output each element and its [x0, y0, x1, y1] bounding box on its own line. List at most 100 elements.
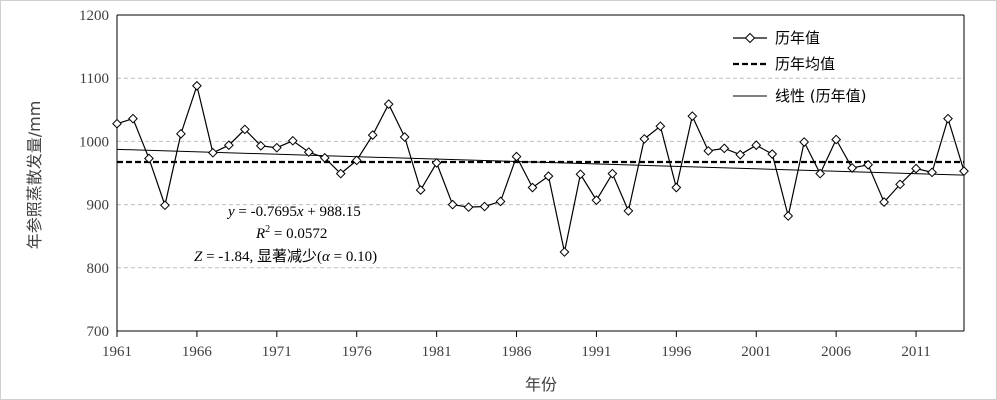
- trend-line: [116, 148, 965, 176]
- data-point-1968: [223, 140, 234, 151]
- data-point-2004: [799, 137, 810, 147]
- data-point-1984: [479, 201, 490, 212]
- x-tick-label-2006: 2006: [821, 344, 852, 360]
- x-tick-label-2011: 2011: [901, 344, 930, 360]
- x-tick-label-1996: 1996: [661, 344, 692, 360]
- x-tick-label-1971: 1971: [262, 344, 292, 360]
- data-point-1979: [399, 132, 410, 142]
- data-point-1976: [351, 155, 362, 166]
- data-point-1987: [527, 182, 538, 193]
- data-point-2013: [943, 113, 953, 124]
- data-point-2005: [815, 168, 826, 179]
- y-axis-title: 年参照蒸散发量/mm: [25, 101, 44, 250]
- z-statistic: Z = -1.84, 显著减少(α = 0.10): [194, 248, 377, 265]
- alpha-symbol: α: [322, 249, 331, 265]
- data-point-1995: [655, 121, 666, 132]
- equation-slope: = -0.7695: [235, 204, 297, 220]
- data-point-2014: [959, 166, 969, 177]
- data-point-1996: [671, 182, 682, 193]
- data-point-1985: [495, 196, 506, 207]
- x-tick-label-1986: 1986: [502, 344, 533, 360]
- y-tick-label-900: 900: [87, 198, 110, 214]
- x-tick-label-1981: 1981: [422, 344, 452, 360]
- data-point-1990: [575, 169, 586, 180]
- data-point-2010: [895, 179, 905, 190]
- data-point-1963: [144, 153, 154, 164]
- data-point-1981: [431, 157, 442, 168]
- data-point-1997: [687, 111, 698, 122]
- z-symbol: Z: [194, 249, 203, 265]
- data-point-2008: [863, 159, 874, 170]
- data-point-1980: [415, 185, 426, 195]
- data-point-1982: [447, 199, 458, 210]
- legend: 历年值 历年均值 线性 (历年值): [733, 29, 866, 105]
- y-tick-label-1200: 1200: [79, 8, 109, 24]
- equation-intercept: + 988.15: [304, 204, 361, 220]
- data-point-1967: [207, 147, 218, 158]
- data-point-2000: [735, 149, 746, 160]
- legend-label-trend: 线性 (历年值): [775, 87, 866, 105]
- y-tick-label-1000: 1000: [79, 134, 109, 150]
- data-point-2007: [847, 163, 858, 173]
- y-tick-label-700: 700: [87, 324, 110, 340]
- data-point-1962: [128, 113, 138, 124]
- gridlines: [117, 77, 964, 269]
- data-point-1973: [303, 147, 314, 158]
- x-tick-label-2001: 2001: [741, 344, 771, 360]
- legend-item-mean: 历年均值: [733, 55, 835, 73]
- y-tick-labels: 700 800 900 1000 1100 1200: [79, 8, 109, 340]
- r2-value: = 0.0572: [270, 226, 327, 242]
- legend-diamond-marker: [744, 32, 756, 44]
- equation-y: y: [226, 204, 235, 220]
- equation-x: x: [296, 204, 304, 220]
- x-tick-label-1966: 1966: [182, 344, 213, 360]
- data-point-1961: [112, 118, 122, 129]
- trend-line-series: [116, 148, 965, 176]
- data-point-1974: [319, 152, 330, 163]
- data-point-1964: [160, 200, 170, 211]
- x-tick-labels: 1961 1966 1971 1976 1981 1986 1991 1996 2001 2006…: [102, 344, 931, 360]
- x-axis-title: 年份: [525, 375, 557, 394]
- x-tick-label-1991: 1991: [581, 344, 611, 360]
- data-point-1991: [591, 195, 602, 206]
- data-point-2012: [927, 167, 937, 178]
- data-point-1983: [463, 202, 474, 213]
- data-point-1977: [367, 130, 378, 140]
- data-point-2001: [751, 140, 762, 151]
- legend-label-annual: 历年值: [775, 29, 820, 47]
- data-point-1989: [559, 247, 570, 257]
- data-point-1970: [255, 140, 266, 151]
- alpha-value: = 0.10): [330, 249, 377, 265]
- data-point-1988: [543, 171, 554, 182]
- data-point-1966: [191, 80, 202, 91]
- data-point-1971: [271, 142, 282, 153]
- data-point-1975: [335, 168, 346, 179]
- z-value: = -1.84, 显著减少(: [202, 248, 322, 265]
- x-tick-label-1961: 1961: [102, 344, 132, 360]
- regression-annotation: y = -0.7695x + 988.15 R2 = 0.0572 Z = -1…: [194, 204, 377, 265]
- data-point-2011: [911, 163, 921, 174]
- x-tick-label-1976: 1976: [342, 344, 373, 360]
- data-point-1965: [176, 128, 186, 139]
- data-point-1999: [719, 143, 730, 154]
- legend-item-annual: 历年值: [733, 29, 820, 47]
- annual-values-series: [112, 80, 969, 257]
- data-point-1994: [639, 133, 650, 144]
- legend-label-mean: 历年均值: [775, 55, 835, 73]
- r2-symbol: R: [255, 226, 265, 242]
- legend-item-trend: 线性 (历年值): [733, 87, 866, 105]
- r2-superscript: 2: [265, 224, 270, 235]
- data-point-2003: [783, 211, 794, 221]
- regression-equation: y = -0.7695x + 988.15: [226, 204, 361, 220]
- data-point-1978: [383, 99, 394, 110]
- data-point-1969: [239, 124, 250, 135]
- data-point-1993: [623, 206, 634, 216]
- data-point-1998: [703, 145, 714, 156]
- data-point-1972: [287, 135, 298, 146]
- y-tick-label-1100: 1100: [80, 71, 109, 87]
- data-point-2009: [879, 197, 890, 207]
- annual-values-line: [116, 83, 965, 253]
- data-point-1986: [511, 151, 522, 162]
- y-tick-label-800: 800: [87, 261, 110, 277]
